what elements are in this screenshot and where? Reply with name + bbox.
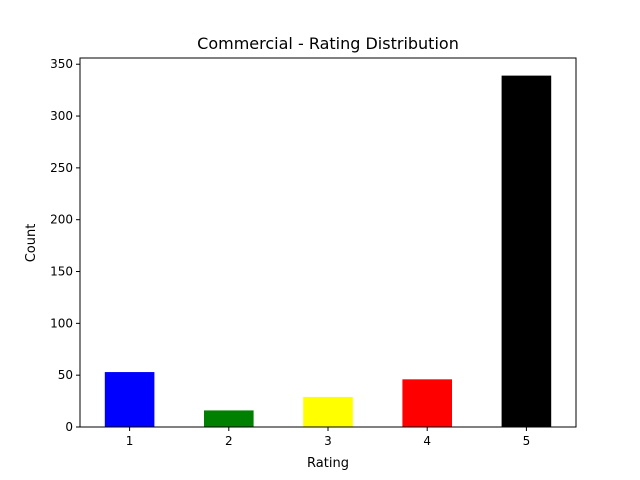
y-tick-label-100: 100: [50, 316, 73, 330]
bars-group: [104, 75, 552, 427]
x-tick-label-5: 5: [523, 434, 531, 448]
x-axis-label: Rating: [307, 456, 349, 471]
x-tick-label-4: 4: [423, 434, 431, 448]
plot-frame: [79, 57, 577, 428]
x-axis: 1 2 3 4 5: [126, 427, 530, 448]
bar-5: [501, 75, 552, 427]
y-axis: 0 50 100 150 200 250 300 350: [50, 57, 80, 434]
x-tick-label-2: 2: [225, 434, 233, 448]
bar-3: [303, 396, 353, 427]
bar-4: [402, 379, 452, 427]
bar-2: [204, 410, 254, 427]
x-tick-label-1: 1: [126, 434, 134, 448]
y-tick-label-350: 350: [50, 57, 73, 71]
x-tick-label-3: 3: [324, 434, 332, 448]
bar-1: [104, 372, 155, 427]
y-tick-label-50: 50: [58, 368, 73, 382]
y-axis-label: Count: [24, 224, 39, 263]
chart-title: Commercial - Rating Distribution: [197, 34, 459, 53]
y-tick-label-200: 200: [50, 213, 73, 227]
y-tick-label-0: 0: [65, 420, 73, 434]
y-tick-label-300: 300: [50, 109, 73, 123]
y-tick-label-150: 150: [50, 265, 73, 279]
y-tick-label-250: 250: [50, 161, 73, 175]
